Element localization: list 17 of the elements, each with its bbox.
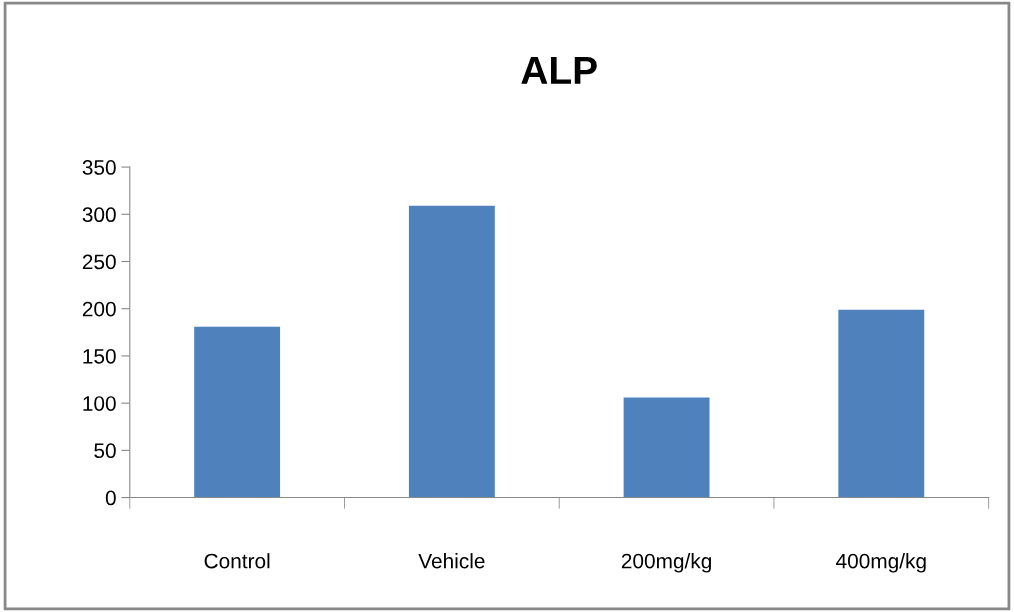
x-tick-label: 400mg/kg [836, 553, 926, 573]
x-tick-label: 200mg/kg [621, 553, 711, 573]
y-tick-label: 350 [82, 160, 116, 175]
y-tick-label: 250 [82, 254, 116, 270]
y-tick-label: 200 [82, 301, 116, 317]
y-tick-label: 50 [94, 443, 116, 459]
x-tick-label: Control [204, 553, 270, 569]
chart-title: ALP [521, 56, 597, 84]
y-tick-label: 0 [105, 490, 116, 506]
bar [623, 397, 710, 498]
bar [194, 326, 281, 498]
bar [408, 205, 495, 498]
y-tick-label: 300 [82, 207, 116, 223]
y-tick-label: 150 [83, 348, 116, 364]
x-tick-label: Vehicle [418, 553, 485, 569]
bar [838, 309, 925, 498]
y-tick-label: 100 [83, 396, 116, 411]
